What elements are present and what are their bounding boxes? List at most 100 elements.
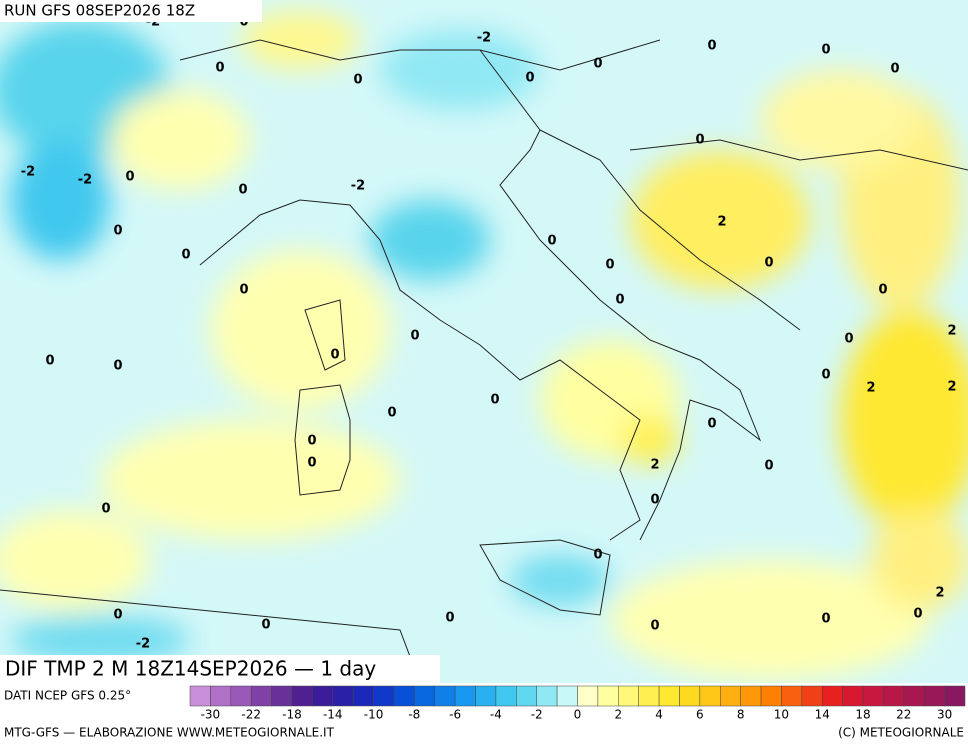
colorbar-label: -8	[408, 708, 420, 722]
contour-label: 0	[113, 608, 122, 623]
contour-label: 0	[239, 283, 248, 298]
colorbar-label: -4	[490, 708, 502, 722]
contour-label: -2	[477, 31, 491, 46]
contour-label: 0	[353, 73, 362, 88]
colorbar-label: -6	[449, 708, 461, 722]
colorbar-label: 10	[774, 708, 789, 722]
color-swatch	[556, 685, 578, 707]
color-swatch	[516, 685, 537, 707]
contour-label: 0	[525, 71, 534, 86]
colorbar-label: 8	[737, 708, 745, 722]
colorbar-label: 30	[937, 708, 952, 722]
color-swatch	[699, 685, 721, 707]
contour-label: 0	[844, 332, 853, 347]
color-swatch	[291, 685, 313, 707]
colorbar-label: 4	[655, 708, 663, 722]
contour-label: 0	[593, 57, 602, 72]
contour-label: 0	[410, 329, 419, 344]
run-label: RUN GFS 08SEP2026 18Z	[4, 2, 195, 20]
color-swatch	[842, 685, 864, 707]
contour-label: 0	[330, 348, 339, 363]
color-swatch	[740, 685, 762, 707]
color-swatch	[618, 685, 639, 707]
color-swatch	[312, 685, 334, 707]
contour-label: 0	[113, 359, 122, 374]
data-source: DATI NCEP GFS 0.25°	[4, 689, 131, 703]
contour-label: 0	[707, 39, 716, 54]
contour-label: 2	[717, 215, 726, 230]
contour-label: 0	[650, 619, 659, 634]
colorbar-label: -10	[364, 708, 384, 722]
contour-label: 0	[913, 607, 922, 622]
color-swatch	[495, 685, 517, 707]
map: -20-200000000-2-200-22000000002000000220…	[0, 0, 968, 684]
contour-label: 0	[101, 502, 110, 517]
contour-label: 0	[764, 459, 773, 474]
colorbar-label: -30	[201, 708, 221, 722]
contour-label: 0	[890, 62, 899, 77]
color-swatch	[883, 685, 905, 707]
contour-label: -2	[78, 173, 92, 188]
colorbar-label: 18	[855, 708, 870, 722]
contour-label: 0	[764, 256, 773, 271]
colorbar: -30 -22 -18 -14 -10 -8 -6 -4 -2 0 2 4 6 8 10 14 18 22 30	[189, 685, 966, 722]
color-swatch	[373, 685, 395, 707]
contour-label: 0	[878, 283, 887, 298]
contour-label: 2	[650, 458, 659, 473]
color-swatch	[230, 685, 252, 707]
contour-label: 0	[45, 354, 54, 369]
color-swatch	[903, 685, 925, 707]
color-swatch	[781, 685, 803, 707]
color-swatch	[454, 685, 476, 707]
contour-label: 2	[947, 324, 956, 339]
color-swatch	[597, 685, 619, 707]
temperature-field	[0, 10, 968, 680]
color-swatch	[679, 685, 701, 707]
contour-label: -2	[351, 179, 365, 194]
color-swatch	[332, 685, 354, 707]
contour-label: 0	[445, 611, 454, 626]
contour-label: 0	[181, 248, 190, 263]
title-box	[0, 655, 440, 685]
contour-label: 2	[866, 381, 875, 396]
contour-label: 2	[947, 380, 956, 395]
contour-label: 0	[650, 493, 659, 508]
color-swatch	[821, 685, 843, 707]
color-swatch	[271, 685, 293, 707]
colorbar-label: 2	[614, 708, 622, 722]
color-swatch	[862, 685, 884, 707]
contour-label: 0	[261, 618, 270, 633]
color-swatch	[189, 685, 211, 707]
contour-label: 0	[707, 417, 716, 432]
color-swatch	[658, 685, 680, 707]
color-swatch	[414, 685, 435, 707]
colorbar-label: 14	[815, 708, 830, 722]
contour-label: 0	[307, 434, 316, 449]
contour-label: 2	[935, 586, 944, 601]
coastlines	[0, 39, 968, 684]
color-swatch	[801, 685, 823, 707]
color-swatch	[536, 685, 558, 707]
contour-label: 0	[821, 43, 830, 58]
contour-label: 0	[821, 368, 830, 383]
footer-right: (C) METEOGIORNALE	[838, 726, 964, 740]
color-swatch	[638, 685, 660, 707]
contour-label: 0	[113, 224, 122, 239]
footer-left: MTG-GFS — ELABORAZIONE WWW.METEOGIORNALE…	[4, 726, 335, 740]
color-swatch	[352, 685, 374, 707]
contour-labels: -20-200000000-2-200-22000000002000000220…	[21, 15, 957, 652]
contour-label: 0	[593, 548, 602, 563]
color-swatch	[475, 685, 497, 707]
run-box	[0, 0, 262, 22]
color-swatch	[393, 685, 415, 707]
color-swatch	[720, 685, 741, 707]
color-swatch	[944, 685, 966, 707]
contour-label: 0	[307, 456, 316, 471]
color-swatch	[577, 685, 599, 707]
color-swatch	[250, 685, 272, 707]
contour-label: 0	[238, 183, 247, 198]
color-swatch	[923, 685, 945, 707]
color-swatch	[210, 685, 232, 707]
colorbar-label: -22	[241, 708, 261, 722]
